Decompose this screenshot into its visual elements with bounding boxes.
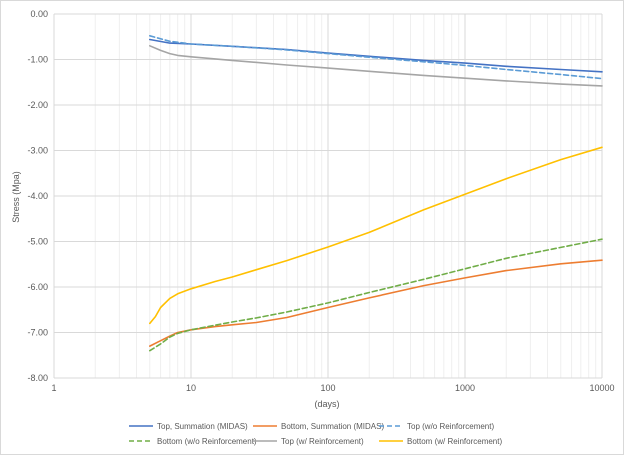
legend-label-5: Top (w/ Reinforcement) — [281, 437, 364, 446]
x-tick-label: 10000 — [589, 383, 614, 393]
y-tick-label: -1.00 — [27, 55, 48, 65]
y-tick-labels: 0.00 -1.00 -2.00 -3.00 -4.00 -5.00 -6.00 -7.00 -… — [27, 9, 48, 383]
series-line-4 — [149, 238, 603, 352]
legend-label-2: Bottom, Summation (MIDAS) — [281, 422, 384, 431]
x-tick-label: 100 — [320, 383, 335, 393]
y-tick-label: -4.00 — [27, 191, 48, 201]
series-line-2 — [149, 259, 603, 347]
x-tick-label: 1000 — [455, 383, 475, 393]
y-tick-label: -8.00 — [27, 373, 48, 383]
x-tick-label: 10 — [186, 383, 196, 393]
x-tick-label: 1 — [51, 383, 56, 393]
legend-label-4: Bottom (w/o Reinforcement) — [157, 437, 257, 446]
series-line-3 — [149, 34, 603, 80]
y-tick-label: -3.00 — [27, 146, 48, 156]
y-axis-title: Stress (Mpa) — [11, 171, 21, 223]
legend-label-1: Top, Summation (MIDAS) — [157, 422, 248, 431]
series-line-6 — [149, 146, 603, 325]
legend-label-3: Top (w/o Reinforcement) — [407, 422, 494, 431]
y-tick-label: -7.00 — [27, 328, 48, 338]
major-gridlines — [53, 13, 603, 379]
y-tick-label: -2.00 — [27, 100, 48, 110]
y-tick-label: -6.00 — [27, 282, 48, 292]
series-line-5 — [149, 44, 603, 87]
series-line-1 — [149, 38, 603, 73]
series-layer — [149, 34, 603, 352]
y-tick-label: -5.00 — [27, 237, 48, 247]
legend-label-6: Bottom (w/ Reinforcement) — [407, 437, 502, 446]
y-tick-label: 0.00 — [30, 9, 48, 19]
legend: Top, Summation (MIDAS) Bottom, Summation … — [129, 422, 502, 446]
x-axis-title: (days) — [314, 399, 339, 409]
x-tick-labels: 1 10 100 1000 10000 — [51, 383, 614, 393]
